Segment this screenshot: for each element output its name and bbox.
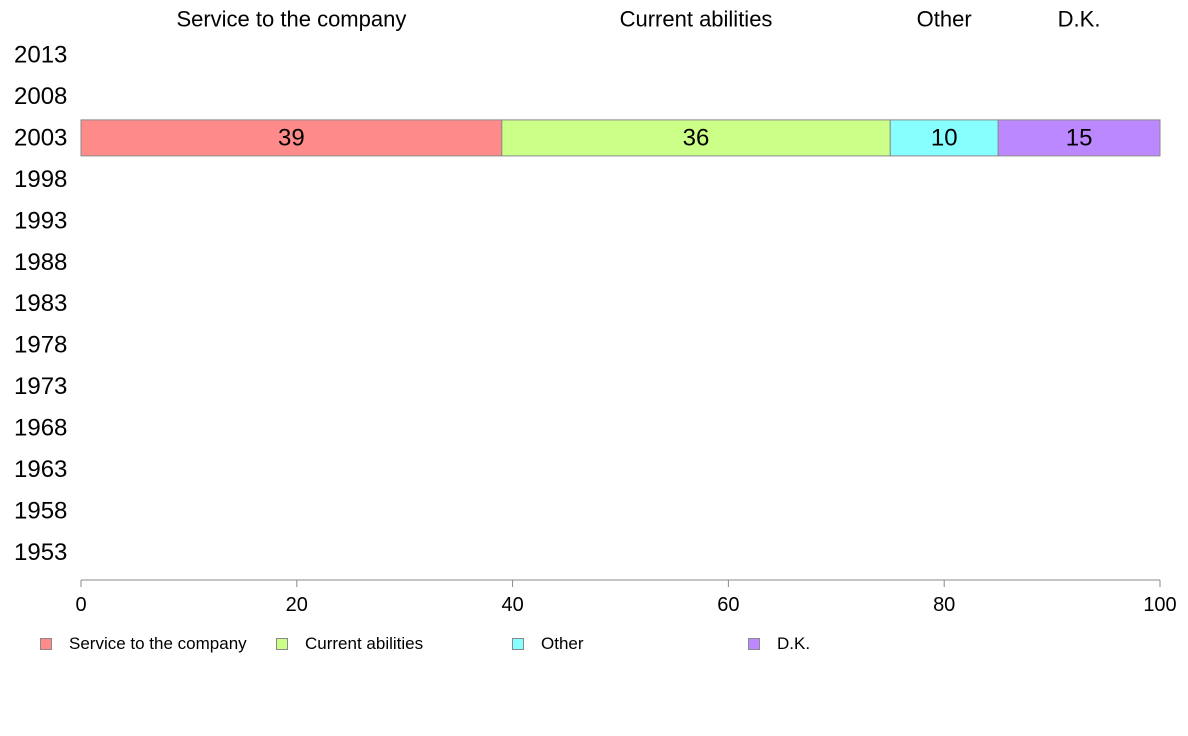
series-header-labels: Service to the company Current abilities O… — [176, 7, 1100, 32]
bars: 39 36 10 15 — [80, 119, 1161, 157]
y-tick-label: 2013 — [14, 42, 67, 69]
legend-item: Service to the company — [40, 632, 247, 656]
y-tick-label: 1978 — [14, 332, 67, 359]
y-tick-label: 1998 — [14, 166, 67, 193]
legend: Service to the company Current abilities O… — [0, 632, 1188, 656]
x-tick-label: 0 — [75, 594, 86, 616]
y-axis-labels: 2013 2008 2003 1998 1993 1988 1983 1978 1973 1968… — [14, 42, 67, 566]
x-tick-label: 20 — [286, 594, 308, 616]
x-tick-label: 80 — [933, 594, 955, 616]
data-label: 15 — [1066, 124, 1093, 151]
x-tick-label: 40 — [501, 594, 523, 616]
y-tick-label: 1958 — [14, 497, 67, 524]
data-label: 36 — [683, 124, 710, 151]
y-tick-label: 1983 — [14, 290, 67, 317]
y-tick-label: 2008 — [14, 83, 67, 110]
y-tick-label: 1973 — [14, 373, 67, 400]
y-tick-label: 1988 — [14, 249, 67, 276]
y-tick-label: 1953 — [14, 539, 67, 566]
legend-label: Service to the company — [69, 634, 247, 653]
legend-swatch — [276, 638, 288, 650]
y-tick-label: 1968 — [14, 415, 67, 442]
bar-segment — [80, 119, 503, 157]
x-axis-ticks: 0 20 40 60 80 100 — [75, 580, 1177, 616]
legend-label: D.K. — [777, 634, 811, 653]
legend-item: Other — [512, 632, 584, 656]
bar-segment — [997, 119, 1161, 157]
series-header-label: Service to the company — [176, 7, 406, 32]
legend-swatch — [748, 638, 760, 650]
y-tick-label: 1993 — [14, 207, 67, 234]
y-tick-label: 2003 — [14, 124, 67, 151]
series-header-label: Current abilities — [620, 7, 773, 32]
data-label: 10 — [931, 124, 958, 151]
legend-item: Current abilities — [276, 632, 423, 656]
legend-label: Current abilities — [305, 634, 424, 653]
x-tick-label: 100 — [1143, 594, 1176, 616]
legend-swatch — [512, 638, 524, 650]
x-tick-label: 60 — [717, 594, 739, 616]
series-header-label: Other — [917, 7, 972, 32]
y-tick-label: 1963 — [14, 456, 67, 483]
legend-swatch — [40, 638, 52, 650]
data-label: 39 — [278, 124, 305, 151]
series-header-label: D.K. — [1058, 7, 1101, 32]
legend-label: Other — [541, 634, 584, 653]
bar-segment — [889, 119, 999, 157]
bar-segment — [501, 119, 891, 157]
legend-item: D.K. — [748, 632, 810, 656]
